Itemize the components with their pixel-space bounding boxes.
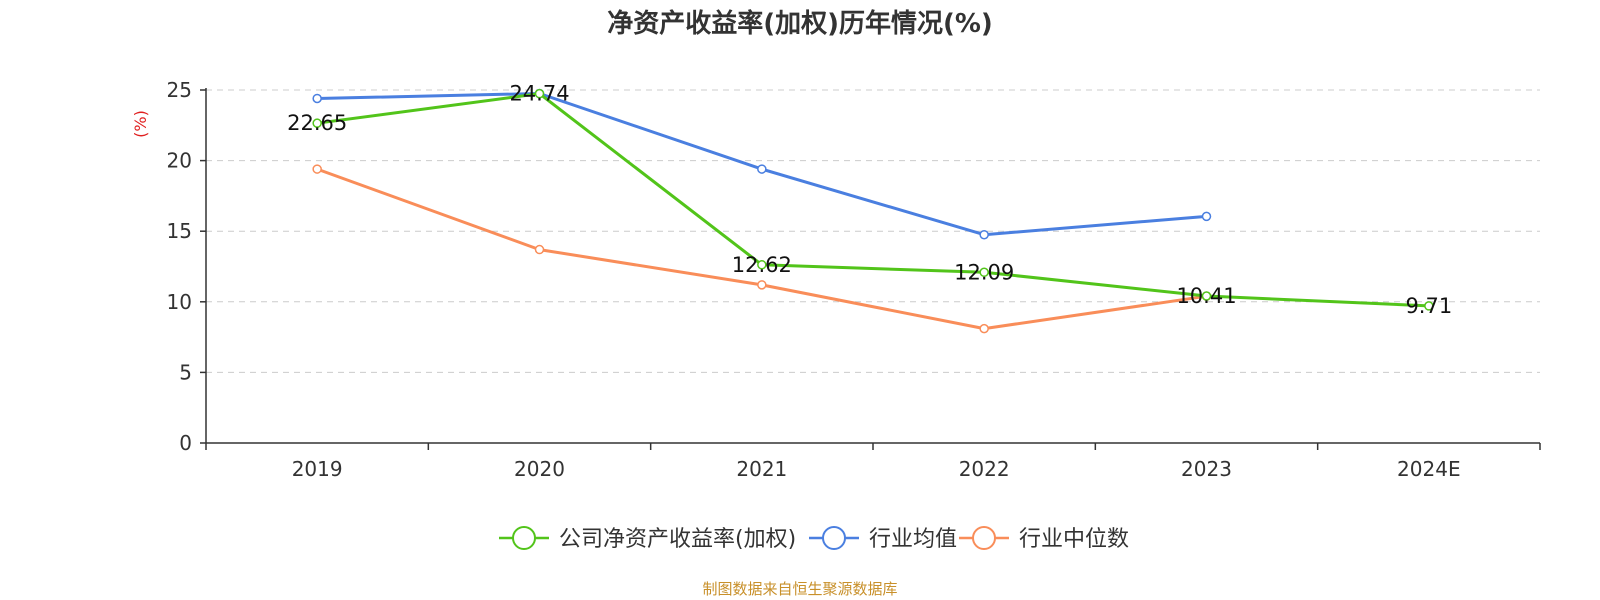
- x-tick-label: 2019: [292, 457, 343, 481]
- data-point: [534, 244, 545, 255]
- x-tick-label: 2020: [514, 457, 565, 481]
- data-point: [534, 88, 545, 99]
- data-label: 12.09: [954, 260, 1014, 284]
- data-label: 10.41: [1176, 284, 1236, 308]
- y-tick-label: 10: [167, 290, 192, 314]
- data-label: 22.65: [287, 111, 347, 135]
- data-point: [1201, 211, 1212, 222]
- series-line-2: [316, 167, 1207, 331]
- y-tick-label: 15: [167, 219, 192, 243]
- y-tick-label: 25: [167, 78, 192, 102]
- data-point: [312, 118, 322, 128]
- legend-swatch-marker: [972, 526, 996, 550]
- data-label: 12.62: [732, 253, 792, 277]
- legend-swatch-marker: [512, 526, 536, 550]
- series-group: [312, 88, 1434, 334]
- data-label: 9.71: [1405, 294, 1452, 318]
- data-point: [979, 229, 989, 240]
- legend: 公司净资产收益率(加权) 行业均值 行业中位数: [499, 526, 1129, 552]
- data-point: [1201, 291, 1212, 301]
- x-tick-label: 2024E: [1397, 457, 1461, 481]
- x-tick-label: 2022: [959, 457, 1010, 481]
- source-note: 制图数据来自恒生聚源数据库: [702, 580, 897, 598]
- y-axis-label: (%): [131, 110, 150, 138]
- legend-label: 公司净资产收益率(加权): [559, 527, 796, 552]
- legend-swatch-marker: [822, 526, 846, 550]
- x-tick-label: 2021: [736, 457, 787, 481]
- legend-label: 行业均值: [869, 527, 957, 552]
- data-labels: 22.65 24.74 12.62 12.09 10.41 9.71: [287, 82, 1452, 318]
- chart-title: 净资产收益率(加权)历年情况(%): [607, 8, 993, 39]
- y-tick-label: 20: [167, 149, 192, 173]
- y-tick-label: 0: [179, 431, 192, 455]
- grid-lines: [206, 89, 1540, 373]
- data-point: [757, 260, 767, 270]
- data-point: [757, 164, 767, 174]
- data-point: [979, 267, 989, 278]
- data-point: [312, 93, 322, 104]
- data-label: 24.74: [509, 82, 569, 106]
- x-tick-label: 2023: [1181, 457, 1232, 481]
- series-line-0: [317, 92, 1429, 308]
- y-tick-label: 5: [179, 360, 192, 384]
- legend-label: 行业中位数: [1019, 527, 1129, 552]
- data-point: [757, 280, 767, 290]
- axes: 0 5 10 15 20 25 2019 2020 2021 2022 2023 2024E: [167, 78, 1541, 481]
- data-point: [312, 164, 322, 174]
- data-point: [979, 323, 989, 334]
- series-line-1: [317, 92, 1207, 237]
- data-point: [1424, 301, 1434, 311]
